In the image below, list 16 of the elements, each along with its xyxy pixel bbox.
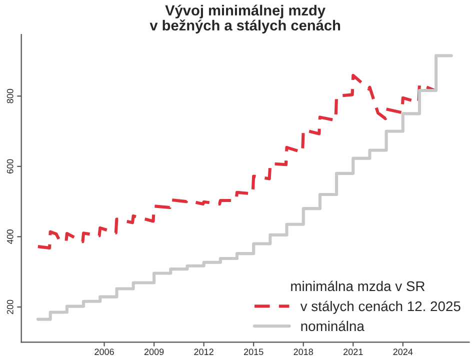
y-tick-label: 200 xyxy=(6,300,14,314)
x-tick-label: 2021 xyxy=(344,348,363,356)
x-tick-label: 2006 xyxy=(94,348,114,356)
y-tick-label: 400 xyxy=(6,230,14,244)
x-tick-label: 2024 xyxy=(393,348,413,356)
legend-title: minimálna mzda v SR xyxy=(291,280,425,292)
y-tick-label: 800 xyxy=(6,88,14,104)
line-series xyxy=(36,74,436,250)
x-tick-label: 2009 xyxy=(144,348,164,356)
legend-label: nominálna xyxy=(301,320,364,332)
x-tick-label: 2015 xyxy=(244,348,264,356)
legend-label: v stálych cenách 12. 2025 xyxy=(300,300,460,314)
x-tick-label: 2018 xyxy=(294,348,314,356)
chart-title: Vývoj minimálnej mzdy v bežných a stálych cenách xyxy=(150,4,340,34)
x-tick-label: 2012 xyxy=(194,348,214,356)
y-tick-label: 600 xyxy=(6,159,14,174)
